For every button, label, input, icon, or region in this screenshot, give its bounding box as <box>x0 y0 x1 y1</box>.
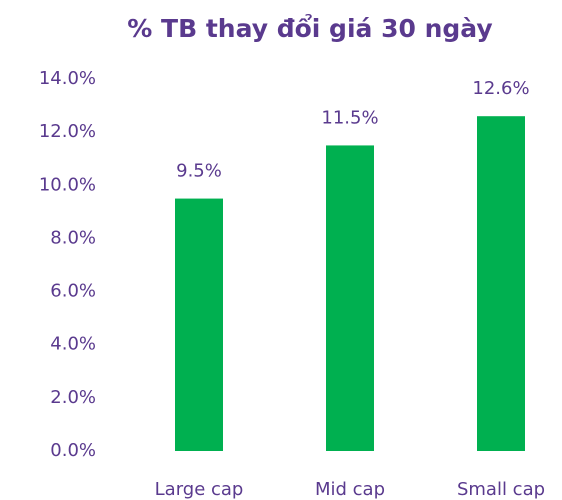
y-tick-label: 14.0% <box>39 68 96 89</box>
bar <box>175 198 223 451</box>
value-label: 11.5% <box>321 107 378 128</box>
y-tick-label: 12.0% <box>39 121 96 142</box>
y-tick-label: 8.0% <box>50 227 96 248</box>
x-tick-label: Small cap <box>457 479 545 500</box>
x-tick-label: Large cap <box>155 479 244 500</box>
y-tick-label: 10.0% <box>39 174 96 195</box>
x-tick-label: Mid cap <box>315 479 385 500</box>
value-label: 9.5% <box>176 161 222 182</box>
y-tick-label: 2.0% <box>50 387 96 408</box>
chart-title: % TB thay đổi giá 30 ngày <box>127 13 492 43</box>
y-tick-label: 6.0% <box>50 281 96 302</box>
value-label: 12.6% <box>472 78 529 99</box>
bar <box>326 145 374 451</box>
y-tick-label: 4.0% <box>50 334 96 355</box>
y-tick-label: 0.0% <box>50 440 96 461</box>
bar <box>477 116 525 451</box>
